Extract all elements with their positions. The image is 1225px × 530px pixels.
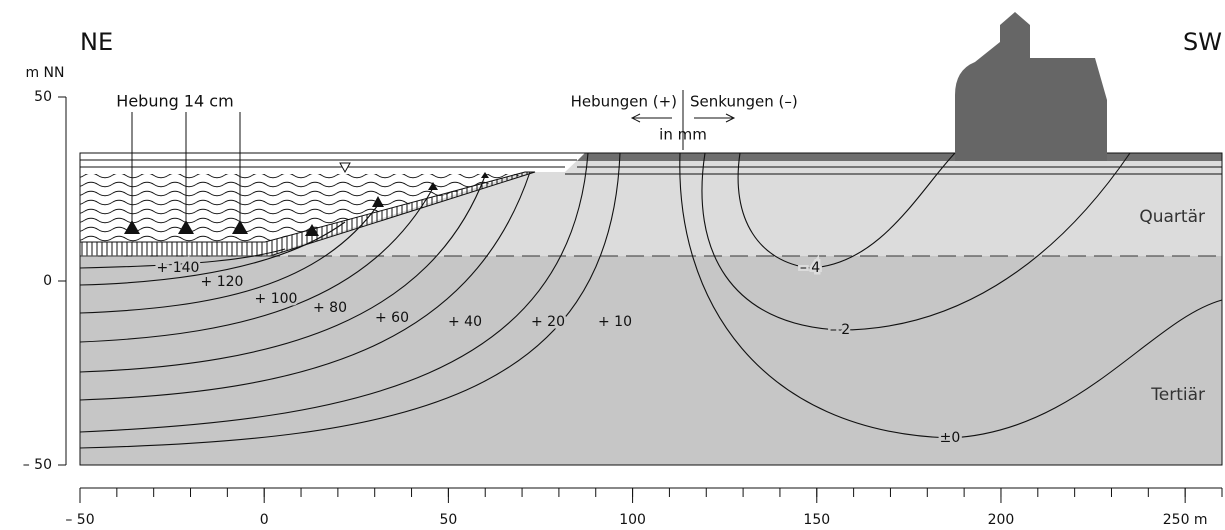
contour-label: + 80 xyxy=(313,300,347,316)
contour-label: + 10 xyxy=(598,314,632,330)
contour-label: + 20 xyxy=(531,314,565,330)
contour-label: + 100 xyxy=(255,291,298,307)
x-tick-label: 150 xyxy=(803,512,830,528)
contour-label: + 60 xyxy=(375,310,409,326)
annotation: in mm xyxy=(659,126,707,144)
ne-label: NE xyxy=(80,28,113,56)
annotation: Hebung 14 cm xyxy=(116,92,233,111)
diagram: NE SW m NN Hebung 14 cm Hebungen (+) Sen… xyxy=(0,0,1225,530)
contour-label: ±0 xyxy=(940,430,961,446)
contour-label: + 140 xyxy=(157,260,200,276)
x-tick-label: 0 xyxy=(260,512,269,528)
contour-label: – 2 xyxy=(830,322,850,338)
church xyxy=(955,12,1107,161)
layer-label: Quartär xyxy=(1139,207,1205,227)
x-tick-label: 100 xyxy=(619,512,646,528)
annotation: Senkungen (–) xyxy=(690,93,798,111)
contour-label: + 40 xyxy=(448,314,482,330)
section xyxy=(80,12,1222,465)
contour-label: – 4 xyxy=(800,260,820,276)
annotation: Hebungen (+) xyxy=(571,93,677,111)
sw-label: SW xyxy=(1183,28,1222,56)
x-tick-label: 250 m xyxy=(1163,512,1208,528)
y-tick-label: 50 xyxy=(34,89,52,105)
y-unit: m NN xyxy=(25,65,64,81)
contour-label: + 120 xyxy=(201,274,244,290)
x-tick-label: 50 xyxy=(439,512,457,528)
layer-label: Tertiär xyxy=(1150,385,1205,405)
tertiary-layer xyxy=(80,256,1222,465)
x-tick-label: 200 xyxy=(988,512,1015,528)
y-tick-label: – 50 xyxy=(23,457,52,473)
y-tick-label: 0 xyxy=(43,273,52,289)
x-tick-label: – 50 xyxy=(65,512,94,528)
